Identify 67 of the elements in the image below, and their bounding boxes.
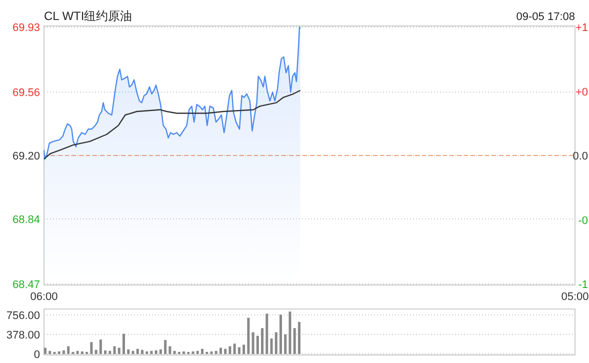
bar <box>200 348 204 354</box>
bar <box>224 348 227 354</box>
y-tick-label: 69.20 <box>12 150 40 162</box>
text: +0 <box>575 86 588 98</box>
y-tick-label: 0 <box>34 349 40 361</box>
bar <box>274 332 278 354</box>
bar <box>76 350 79 354</box>
bar <box>247 318 250 354</box>
bar <box>140 350 144 354</box>
bar <box>298 322 300 354</box>
y-tick-label: 69.56 <box>12 87 40 100</box>
text: -1 <box>578 279 588 291</box>
bar <box>94 350 98 354</box>
bar <box>90 342 93 354</box>
annotation: 0.0 <box>572 150 588 162</box>
bar <box>136 348 139 354</box>
bar <box>48 350 52 354</box>
bar <box>164 340 167 354</box>
bar <box>210 351 213 354</box>
bar <box>154 350 158 354</box>
bar <box>233 344 236 354</box>
bar <box>288 312 292 354</box>
bar <box>242 344 246 354</box>
bar <box>261 328 264 354</box>
y-tick-label: 378.00 <box>6 329 40 342</box>
bar <box>62 350 65 354</box>
bar <box>118 348 120 354</box>
bar <box>44 348 46 354</box>
text: +1 <box>575 22 588 34</box>
bar <box>219 348 222 354</box>
bar <box>173 350 176 354</box>
bar <box>159 349 162 354</box>
bar <box>146 351 148 354</box>
text: 09-05 17:08 <box>516 11 575 23</box>
bar <box>99 340 102 354</box>
bar <box>196 350 199 354</box>
y-tick-label: 69.93 <box>12 22 40 34</box>
bar <box>228 346 232 354</box>
bar <box>168 346 172 354</box>
bar <box>58 351 60 354</box>
bar <box>132 350 134 354</box>
bar <box>270 338 273 354</box>
chart-title: CL WTI纽约原油 <box>44 9 132 23</box>
x-tick-label: 06:00 <box>30 291 58 303</box>
bar <box>214 350 218 354</box>
y-tick-label: 68.84 <box>12 214 40 226</box>
bar <box>150 350 153 354</box>
bar <box>279 314 282 354</box>
text: -0 <box>578 214 588 227</box>
bar <box>104 350 107 354</box>
bar <box>284 334 287 354</box>
y-tick-label: 68.47 <box>12 279 40 291</box>
bar <box>256 336 259 354</box>
bar <box>252 332 254 354</box>
bar <box>182 351 186 354</box>
bar <box>108 350 112 354</box>
x-tick-label: 05:00 <box>561 291 589 303</box>
bar <box>293 328 296 354</box>
bar <box>113 346 116 354</box>
bar <box>192 351 194 354</box>
bar <box>67 346 70 354</box>
y-tick-label: 756.00 <box>6 310 40 322</box>
bar <box>80 351 84 354</box>
bar <box>127 349 130 354</box>
bar <box>122 334 125 354</box>
bar <box>238 347 240 354</box>
bar <box>266 314 268 354</box>
